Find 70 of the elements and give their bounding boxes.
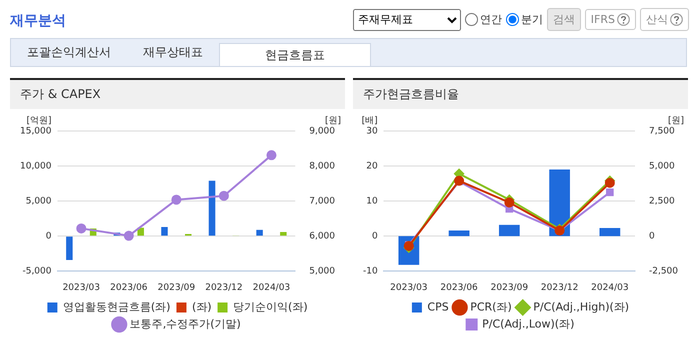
y-tick-label: 15,000 [20,126,52,136]
x-tick-label: 2024/03 [252,282,290,293]
y2-tick-label: 6,000 [309,231,336,242]
y2-tick-label: 7,000 [309,196,336,206]
text: 현금흐름표 [219,43,371,66]
text: 분기 [520,12,543,27]
bar [161,227,168,236]
point [76,223,86,234]
y-tick-label: 0 [46,231,52,242]
x-tick-label: 2023/12 [540,282,578,293]
x-tick-label: 2024/03 [591,282,629,293]
y-tick-label: 30 [366,126,378,136]
y2-axis-title: [원] [324,116,341,126]
chart-title: 주가현금흐름비율 [353,80,688,109]
legend-label: (좌) [192,300,212,314]
y-tick-label: 20 [366,161,378,172]
bar [208,180,216,236]
y-tick-label: -10 [362,266,378,277]
point [218,190,229,201]
x-tick-label: 2023/12 [205,282,243,293]
text: IFRS [584,9,636,30]
bar [599,228,620,236]
y2-tick-label: 2,500 [648,196,676,206]
x-tick-label: 2023/03 [390,282,428,293]
y2-tick-label: 5,000 [309,266,336,277]
y2-tick-label: 5,000 [648,161,676,172]
y-tick-label: 10 [366,196,378,206]
text: 산식 [640,8,689,31]
point [604,178,615,188]
x-tick-label: 2023/06 [110,282,148,293]
point [606,188,614,196]
y2-tick-label: 8,000 [309,161,336,172]
legend-label: 보통주,수정주가(기말) [130,317,241,330]
text: 검색 [546,8,581,31]
text: 재무분석 [10,12,66,30]
bar [66,236,73,260]
text: 주재무제표 [352,8,461,30]
text: 재무상태표 [142,44,204,61]
y-axis-title: [억원] [26,116,52,126]
legend-label: 영업활동현금흐름(좌) [62,300,170,314]
x-tick-label: 2023/09 [490,282,528,293]
y-tick-label: -5,000 [22,266,52,277]
legend-label: CPS [427,300,449,314]
bar [448,230,470,236]
x-tick-label: 2023/06 [440,282,478,293]
legend-label: PCR(좌) [470,300,512,314]
y-tick-label: 10,000 [20,161,52,172]
y2-tick-label: -2,500 [648,266,678,277]
legend-label: P/C(Adj.,Low)(좌) [482,317,574,330]
point [171,194,182,205]
y2-tick-label: 9,000 [309,126,336,136]
point [504,198,514,208]
legend-label: 당기순이익(좌) [233,300,308,314]
bar [256,230,263,236]
point [266,150,276,160]
y-tick-label: 0 [372,231,378,242]
legend-label: P/C(Adj.,High)(좌) [533,300,630,314]
point [124,230,134,241]
y-axis-title: [배] [362,116,378,126]
x-tick-label: 2023/09 [158,282,196,293]
bar [280,232,287,236]
y2-axis-title: [원] [668,116,684,126]
bar [498,224,520,236]
y-tick-label: 5,000 [26,196,52,206]
x-tick-label: 2023/03 [62,282,100,293]
text: 포괄손익계산서 [26,44,112,61]
chart-title: 주가 & CAPEX [10,80,345,109]
text: 연간 [478,12,502,27]
y2-tick-label: 0 [648,231,655,242]
y2-tick-label: 7,500 [648,126,676,136]
